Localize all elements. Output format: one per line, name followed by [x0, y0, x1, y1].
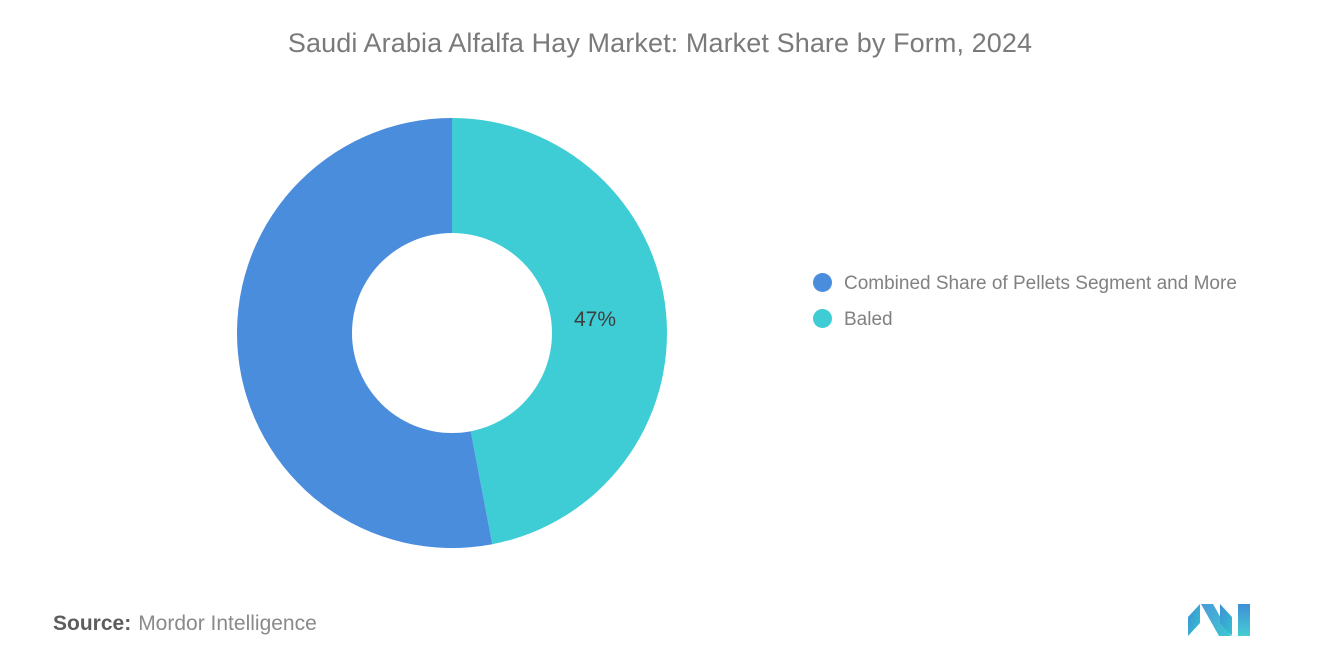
page-title: Saudi Arabia Alfalfa Hay Market: Market … [287, 28, 1033, 58]
donut-slice-baled[interactable] [452, 118, 667, 545]
legend-item-combined-share[interactable]: Combined Share of Pellets Segment and Mo… [813, 270, 1273, 298]
source-label: Source: [53, 612, 132, 635]
source-attribution: Source: Mordor Intelligence [53, 612, 317, 636]
legend-item-label: Baled [844, 309, 893, 330]
legend-swatch-icon [813, 309, 832, 328]
legend-item-label: Combined Share of Pellets Segment and Mo… [844, 273, 1237, 294]
mordor-intelligence-logo-icon [1188, 604, 1250, 636]
chart-legend: Combined Share of Pellets Segment and Mo… [813, 270, 1273, 342]
legend-item-baled[interactable]: Baled [813, 306, 1273, 334]
donut-slice-label-baled: 47% [573, 308, 617, 331]
donut-chart-svg [237, 118, 667, 548]
source-value: Mordor Intelligence [138, 612, 317, 635]
donut-hole [352, 233, 552, 433]
donut-chart [237, 118, 667, 548]
legend-swatch-icon [813, 273, 832, 292]
